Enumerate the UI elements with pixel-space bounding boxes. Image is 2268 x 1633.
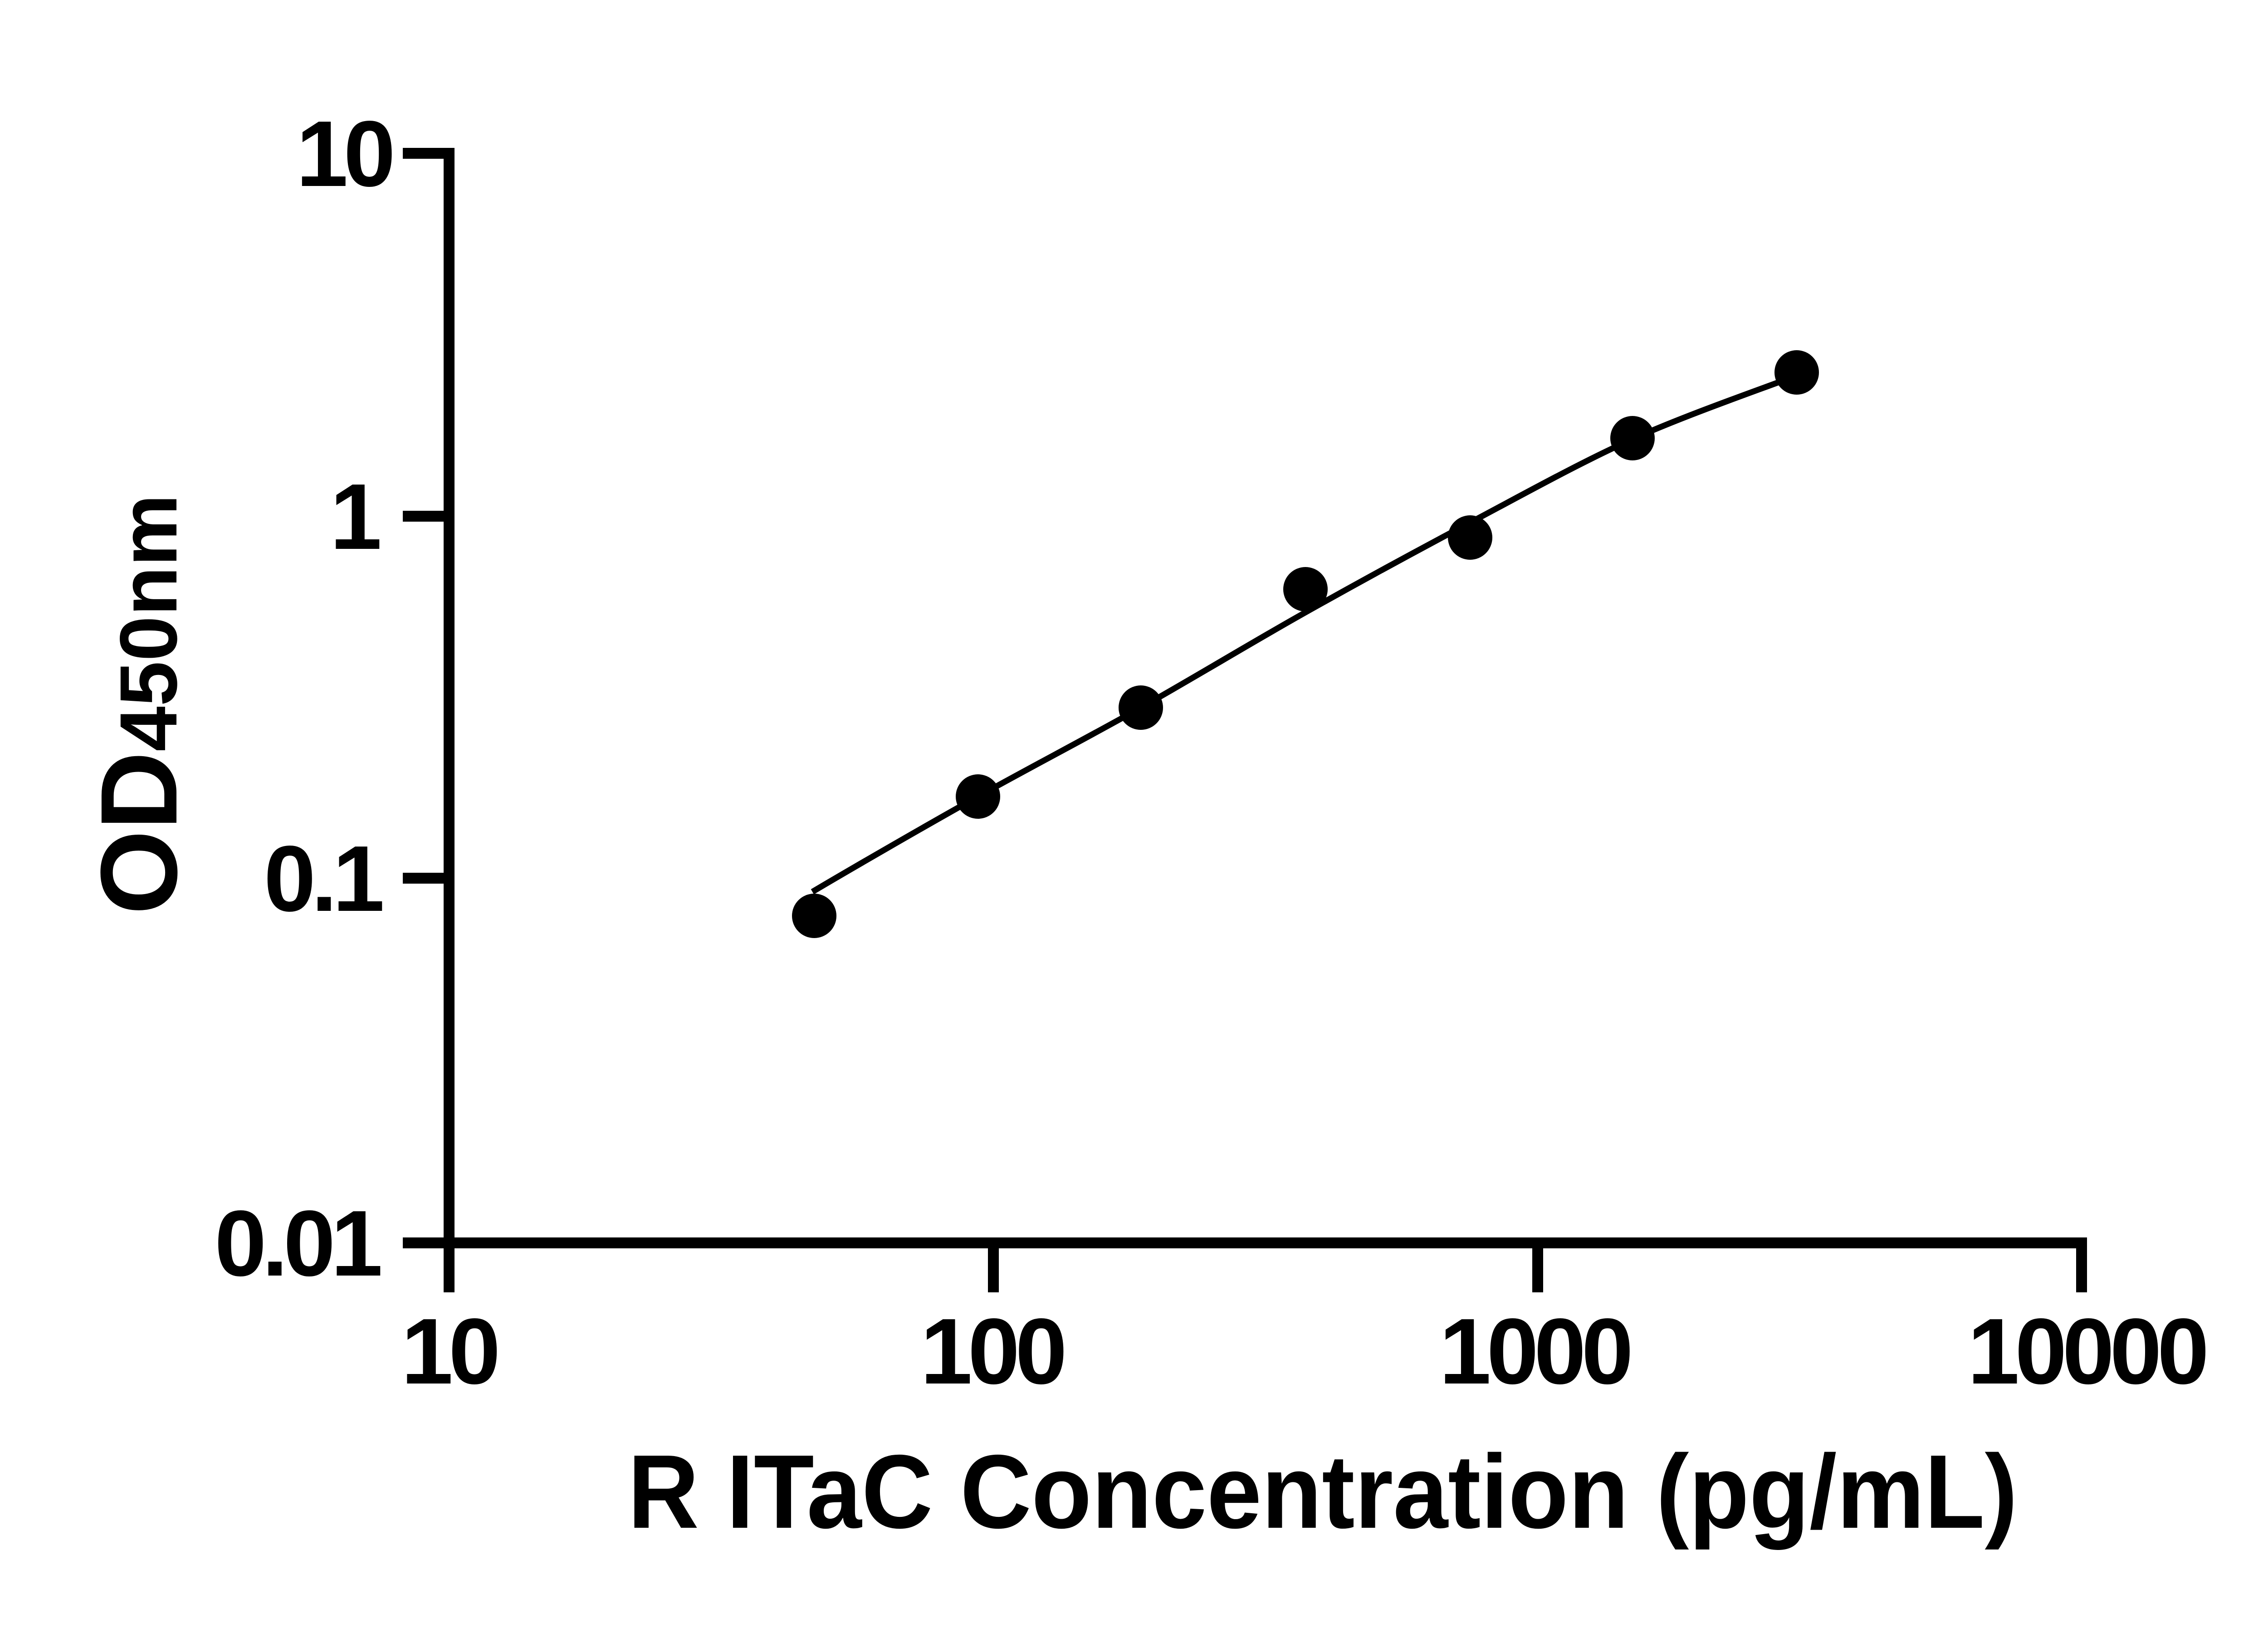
svg-text:0.1: 0.1 [264, 826, 382, 931]
svg-text:R ITaC Concentration (pg/mL): R ITaC Concentration (pg/mL) [628, 1433, 2018, 1550]
svg-text:100: 100 [920, 1299, 1064, 1403]
svg-text:10: 10 [296, 102, 392, 206]
svg-text:0.01: 0.01 [215, 1191, 380, 1296]
svg-text:1: 1 [330, 464, 379, 569]
svg-text:10: 10 [401, 1299, 497, 1403]
svg-text:10000: 10000 [1968, 1299, 2206, 1403]
svg-text:1000: 1000 [1439, 1299, 1630, 1403]
